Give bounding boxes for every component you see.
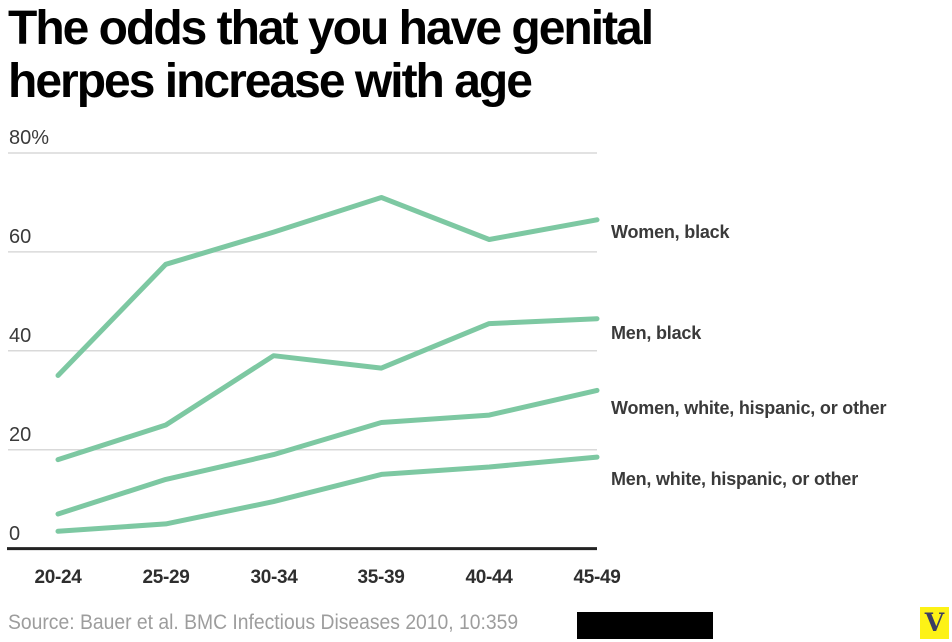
y-axis-tick-label: 40 bbox=[9, 325, 32, 347]
chart-title: The odds that you have genital herpes in… bbox=[8, 2, 654, 108]
series-label-men-black: Men, black bbox=[611, 323, 702, 343]
source-citation: Source: Bauer et al. BMC Infectious Dise… bbox=[8, 611, 519, 634]
redaction-bar bbox=[577, 612, 713, 639]
vox-logo: V bbox=[920, 607, 949, 639]
y-axis-tick-label: 60 bbox=[9, 226, 32, 248]
y-axis-tick-label: 80% bbox=[9, 127, 50, 149]
chart-title-line-2: herpes increase with age bbox=[8, 55, 533, 108]
series-label-men-white-hispanic-other: Men, white, hispanic, or other bbox=[611, 469, 859, 489]
vox-logo-letter: V bbox=[924, 608, 945, 637]
line-men-black bbox=[55, 316, 600, 463]
x-axis-tick-label: 40-44 bbox=[465, 567, 513, 588]
line-men-white-hispanic-or-other bbox=[55, 454, 600, 534]
x-axis-tick-label: 30-34 bbox=[250, 567, 298, 588]
x-axis-tick-label: 20-24 bbox=[34, 567, 82, 588]
series-label-women-white-hispanic-other: Women, white, hispanic, or other bbox=[611, 398, 887, 418]
x-axis-tick-label: 45-49 bbox=[573, 567, 621, 588]
line-women-white-hispanic-or-other bbox=[55, 387, 600, 517]
x-axis-tick-label: 25-29 bbox=[142, 567, 190, 588]
x-axis-tick-label: 35-39 bbox=[357, 567, 405, 588]
y-axis-tick-label: 0 bbox=[9, 523, 21, 545]
chart-title-line-1: The odds that you have genital bbox=[8, 2, 654, 55]
y-axis-tick-label: 20 bbox=[9, 424, 32, 446]
line-women-black bbox=[55, 195, 600, 378]
series-label-women-black: Women, black bbox=[611, 222, 730, 242]
